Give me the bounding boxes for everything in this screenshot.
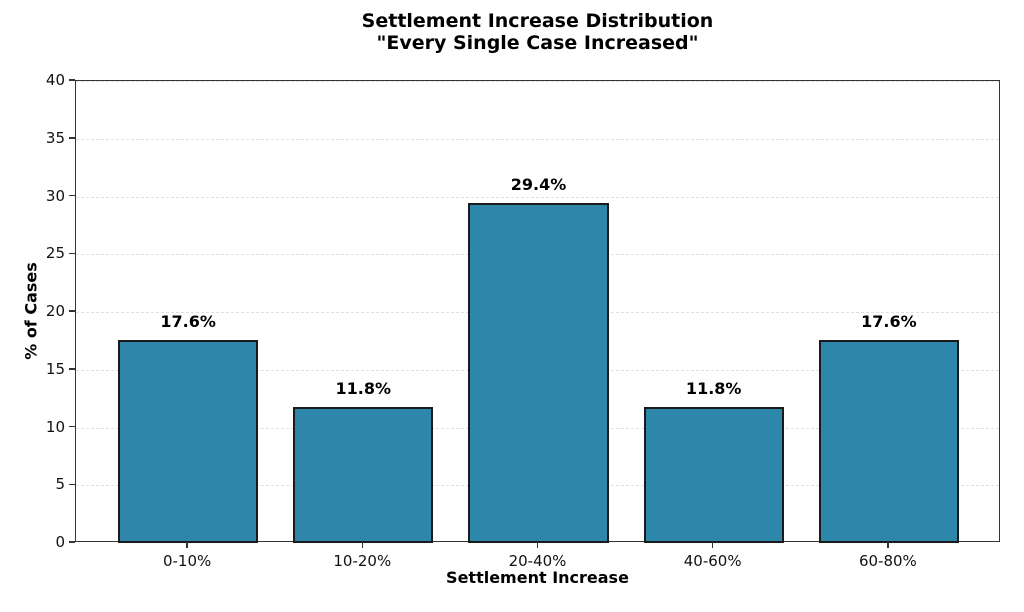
- y-tick-mark: [69, 79, 75, 81]
- bar-0-10: [118, 339, 259, 543]
- bar-value-label: 29.4%: [510, 175, 567, 195]
- x-tick-mark: [887, 542, 889, 548]
- bar-value-label: 11.8%: [335, 378, 392, 398]
- x-tick-mark: [361, 542, 364, 548]
- x-tick-label: 20-40%: [508, 552, 567, 570]
- chart-title: Settlement Increase Distribution: [361, 10, 714, 32]
- bar-40-60: [643, 406, 784, 543]
- x-tick-mark: [186, 542, 188, 548]
- plot-area: 17.6% 11.8% 29.4% 11.8% 17.6%: [75, 80, 1000, 543]
- bar-value-label: 11.8%: [685, 378, 742, 398]
- y-tick-mark: [69, 541, 75, 543]
- y-tick-mark: [69, 310, 75, 312]
- y-tick-mark: [69, 425, 75, 428]
- y-axis-label: % of Cases: [21, 262, 41, 360]
- y-tick-label: 40: [45, 71, 65, 89]
- bar-20-40: [468, 203, 609, 543]
- x-tick-label: 40-60%: [683, 552, 742, 570]
- gridline: [76, 138, 999, 140]
- y-tick-mark: [69, 137, 75, 139]
- x-axis-label: Settlement Increase: [446, 568, 629, 587]
- bar-value-label: 17.6%: [861, 311, 917, 331]
- y-tick-label: 35: [45, 128, 65, 147]
- bar-60-80: [818, 339, 959, 543]
- x-tick-label: 60-80%: [858, 552, 917, 570]
- x-tick-mark: [711, 542, 714, 548]
- y-tick-label: 10: [45, 417, 65, 436]
- bar-value-label: 17.6%: [160, 311, 216, 331]
- y-tick-label: 5: [55, 475, 65, 494]
- gridline: [76, 196, 999, 198]
- y-tick-label: 20: [45, 302, 65, 320]
- gridline: [76, 81, 999, 82]
- chart-subtitle: "Every Single Case Increased": [376, 32, 699, 54]
- y-tick-label: 30: [45, 186, 65, 205]
- y-tick-mark: [69, 483, 75, 485]
- y-tick-mark: [69, 194, 75, 197]
- y-tick-label: 15: [45, 359, 65, 378]
- x-tick-label: 10-20%: [333, 552, 392, 570]
- y-tick-label: 25: [45, 244, 65, 263]
- y-tick-mark: [69, 252, 75, 254]
- x-tick-label: 0-10%: [162, 552, 212, 570]
- x-tick-mark: [536, 542, 539, 548]
- y-tick-mark: [69, 368, 75, 370]
- y-tick-label: 0: [55, 533, 65, 551]
- bar-10-20: [293, 406, 434, 543]
